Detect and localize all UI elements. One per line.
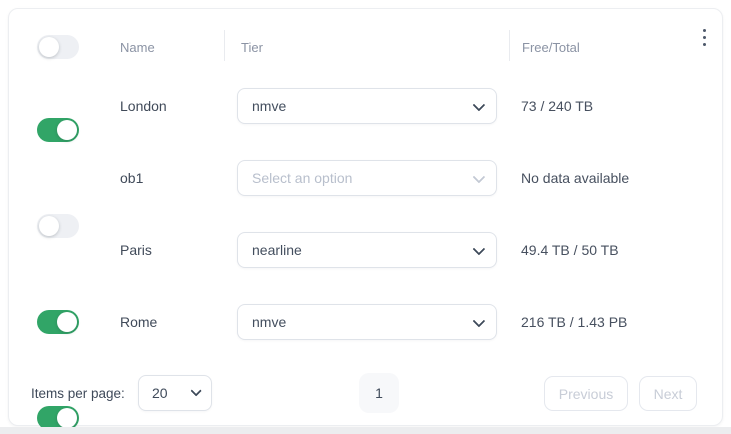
free-total-value: 216 TB / 1.43 PB xyxy=(521,314,628,330)
tier-dropdown-value: nearline xyxy=(252,242,302,258)
free-total-value: 49.4 TB / 50 TB xyxy=(521,242,619,258)
toggle-knob xyxy=(39,216,59,236)
next-page-button[interactable]: Next xyxy=(639,376,697,411)
page-background-strip xyxy=(0,427,731,434)
kebab-menu-icon[interactable] xyxy=(699,27,710,48)
tier-dropdown-ob1[interactable]: Select an option xyxy=(237,160,497,196)
column-header-tier: Tier xyxy=(241,40,263,55)
tier-dropdown-value: nmve xyxy=(252,314,287,330)
toggle-knob xyxy=(57,120,77,140)
row-toggle-rome[interactable] xyxy=(37,406,79,430)
tier-dropdown-rome[interactable]: nmve xyxy=(237,304,497,340)
free-total-value: 73 / 240 TB xyxy=(521,98,594,114)
select-all-toggle[interactable] xyxy=(37,35,79,59)
items-per-page-value: 20 xyxy=(152,385,168,401)
toggle-knob xyxy=(57,312,77,332)
column-divider xyxy=(509,30,510,61)
toggle-knob xyxy=(57,408,77,428)
row-name-label: London xyxy=(120,98,167,114)
storage-table-card: Name Tier Free/Total London nmve 73 / 24… xyxy=(8,8,723,430)
row-name-label: ob1 xyxy=(120,170,144,186)
items-per-page-label: Items per page: xyxy=(31,386,125,401)
chevron-down-icon xyxy=(472,242,486,255)
chevron-down-icon xyxy=(472,314,486,327)
column-header-free-total: Free/Total xyxy=(522,40,580,55)
chevron-down-icon xyxy=(190,385,202,397)
tier-dropdown-paris[interactable]: nearline xyxy=(237,232,497,268)
chevron-down-icon xyxy=(472,170,486,183)
page-number-button[interactable]: 1 xyxy=(359,373,399,413)
tier-dropdown-london[interactable]: nmve xyxy=(237,88,497,124)
row-toggle-london[interactable] xyxy=(37,118,79,142)
chevron-down-icon xyxy=(472,98,486,111)
toggle-knob xyxy=(39,37,59,57)
row-name-label: Rome xyxy=(120,314,158,330)
items-per-page-select[interactable]: 20 xyxy=(138,375,212,411)
tier-dropdown-placeholder: Select an option xyxy=(252,170,353,186)
column-divider xyxy=(224,30,225,61)
row-toggle-paris[interactable] xyxy=(37,310,79,334)
free-total-value: No data available xyxy=(521,170,630,186)
row-name-label: Paris xyxy=(120,242,152,258)
tier-dropdown-value: nmve xyxy=(252,98,287,114)
column-header-name: Name xyxy=(120,40,155,55)
previous-page-button[interactable]: Previous xyxy=(544,376,628,411)
row-toggle-ob1[interactable] xyxy=(37,214,79,238)
